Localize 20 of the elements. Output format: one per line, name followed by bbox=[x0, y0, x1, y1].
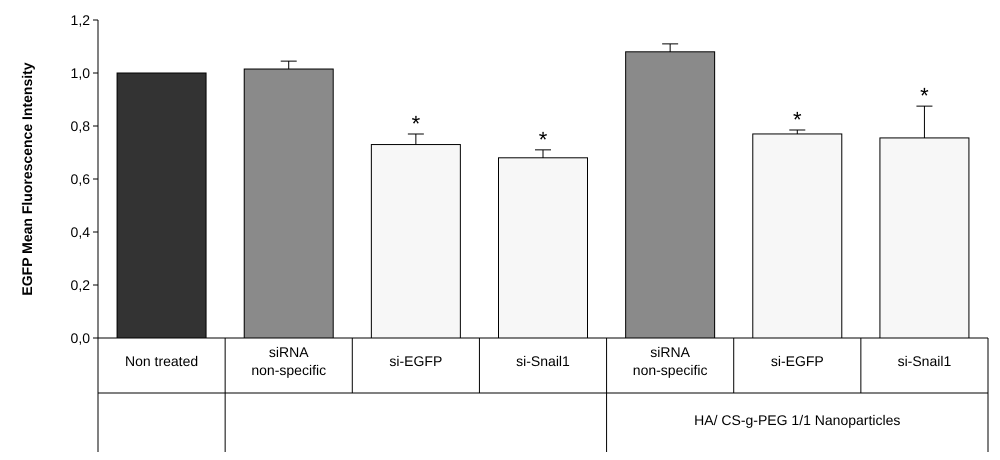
x-tick-label: si-Snail1 bbox=[516, 353, 570, 369]
data-label: * bbox=[920, 83, 930, 108]
y-tick-label: 0,2 bbox=[70, 276, 90, 293]
y-tick-label: 0,0 bbox=[70, 330, 90, 346]
x-tick-label: Non treated bbox=[124, 353, 198, 369]
x-tick-label: si-EGFP bbox=[389, 353, 442, 369]
text: HA/ CS-g-PEG 1/1 Nanoparticles bbox=[694, 412, 900, 428]
y-tick-label: 0,6 bbox=[70, 170, 90, 187]
y-tick-label: 1,2 bbox=[70, 12, 90, 28]
y-tick-label: 0,4 bbox=[70, 224, 90, 240]
x-tick-label: siRNA non-specific bbox=[251, 344, 326, 378]
y-tick-label: 1,0 bbox=[70, 64, 90, 81]
x-tick-label: si-Snail1 bbox=[898, 353, 952, 369]
data-label: * bbox=[538, 126, 548, 152]
y-tick-label: 0,8 bbox=[70, 118, 90, 134]
data-label: * bbox=[412, 110, 421, 136]
data-label: * bbox=[793, 106, 802, 132]
x-tick-label: si-EGFP bbox=[770, 353, 824, 369]
x-tick-label: siRNA non-specific bbox=[632, 344, 708, 378]
y-axis-title: EGFP Mean Fluorescence Intensity bbox=[19, 62, 35, 296]
